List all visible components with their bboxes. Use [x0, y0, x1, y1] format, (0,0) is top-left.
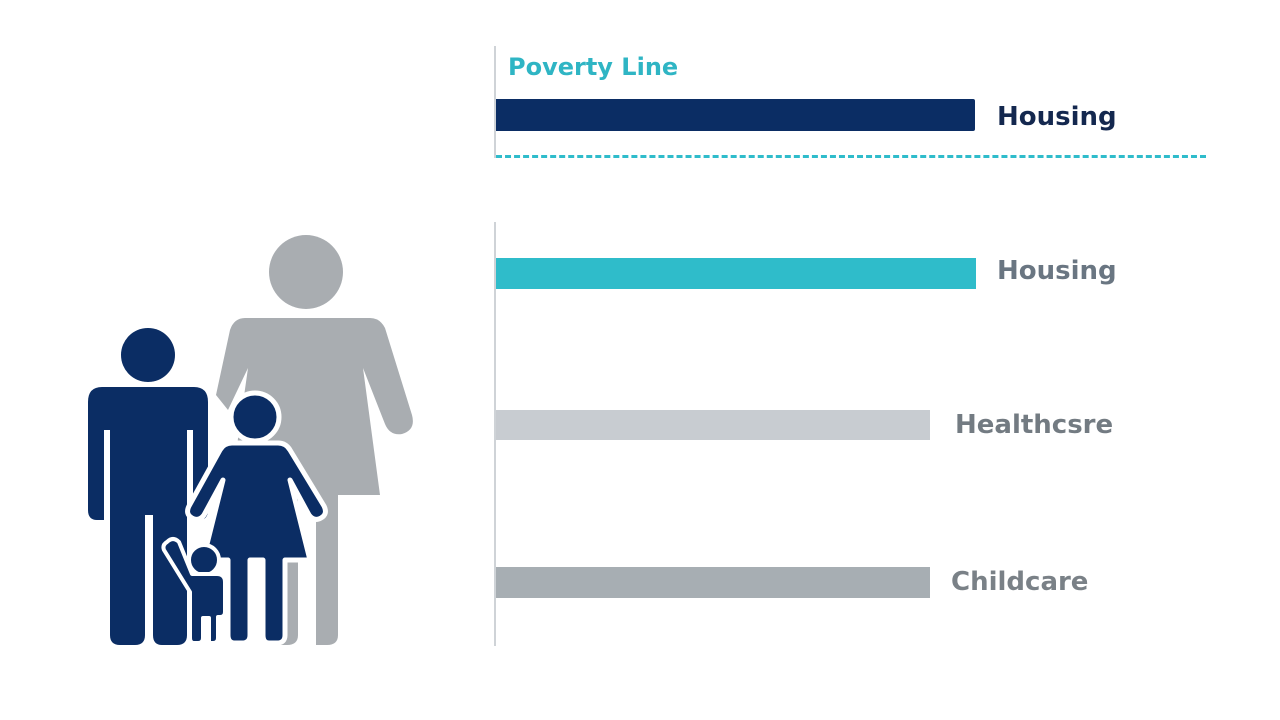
poverty-housing-bar [496, 99, 975, 131]
poverty-axis-line [494, 46, 496, 158]
healthcare-bar [496, 410, 930, 440]
housing-label: Housing [997, 256, 1117, 286]
poverty-housing-label: Housing [997, 102, 1117, 132]
childcare-bar [496, 567, 930, 598]
family-icon [88, 235, 413, 646]
expense-axis-line [494, 222, 496, 646]
man-figure-icon [88, 328, 208, 645]
toddler-figure-icon [161, 537, 227, 645]
poverty-line-title: Poverty Line [508, 53, 679, 81]
girl-figure-icon [185, 390, 328, 646]
poverty-line-dashed [496, 155, 1206, 158]
housing-bar [496, 258, 976, 289]
healthcare-label: Healthcsre [955, 410, 1114, 440]
childcare-label: Childcare [951, 567, 1089, 597]
